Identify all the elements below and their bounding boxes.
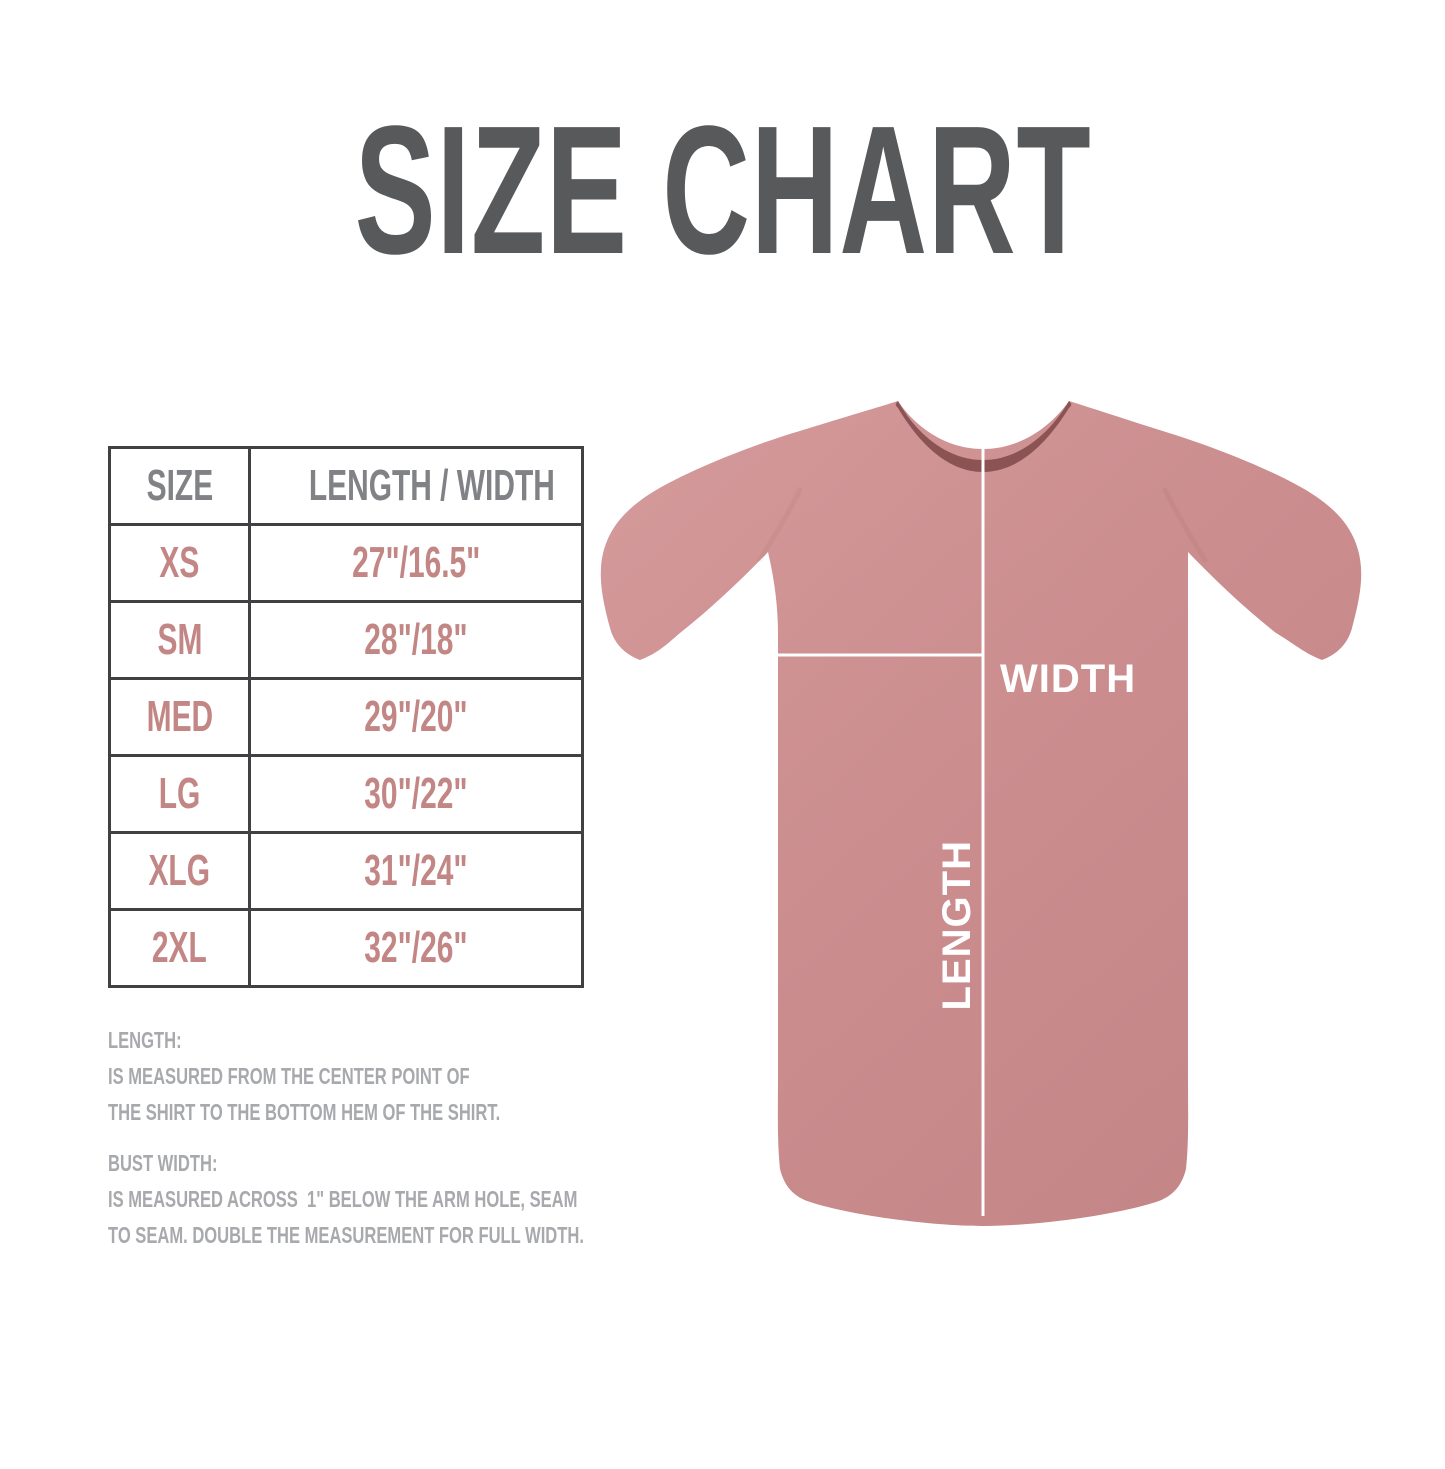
svg-text:WIDTH: WIDTH <box>1000 657 1136 701</box>
svg-text:LENGTH: LENGTH <box>935 840 979 1010</box>
